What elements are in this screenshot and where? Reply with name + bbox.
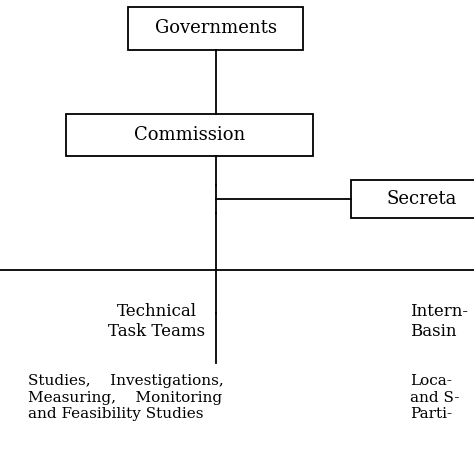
Text: Technical
Task Teams: Technical Task Teams bbox=[108, 303, 205, 340]
Text: Loca-
and S-
Parti-: Loca- and S- Parti- bbox=[410, 374, 459, 421]
Text: Studies,    Investigations,
Measuring,    Monitoring
and Feasibility Studies: Studies, Investigations, Measuring, Moni… bbox=[28, 374, 224, 421]
Text: Commission: Commission bbox=[134, 126, 245, 144]
Text: Intern-
Basin: Intern- Basin bbox=[410, 303, 468, 340]
Text: Secreta: Secreta bbox=[387, 190, 457, 208]
FancyBboxPatch shape bbox=[351, 180, 474, 218]
FancyBboxPatch shape bbox=[66, 114, 313, 156]
FancyBboxPatch shape bbox=[128, 7, 303, 50]
Text: Governments: Governments bbox=[155, 19, 277, 37]
